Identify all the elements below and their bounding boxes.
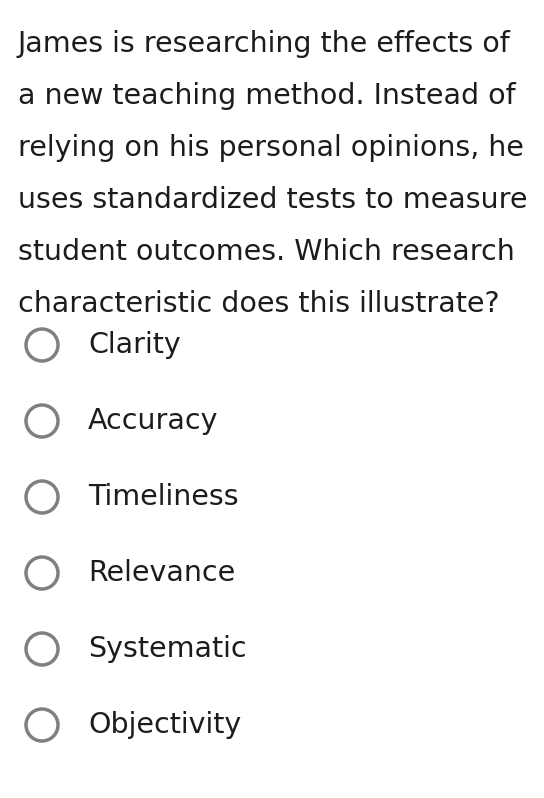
Text: a new teaching method. Instead of: a new teaching method. Instead of bbox=[18, 82, 516, 110]
Text: Accuracy: Accuracy bbox=[88, 407, 219, 435]
Text: James is researching the effects of: James is researching the effects of bbox=[18, 30, 511, 58]
Text: Relevance: Relevance bbox=[88, 559, 235, 587]
Text: relying on his personal opinions, he: relying on his personal opinions, he bbox=[18, 134, 524, 162]
Text: Timeliness: Timeliness bbox=[88, 483, 239, 511]
Text: Clarity: Clarity bbox=[88, 331, 181, 359]
Text: characteristic does this illustrate?: characteristic does this illustrate? bbox=[18, 290, 499, 318]
Text: uses standardized tests to measure: uses standardized tests to measure bbox=[18, 186, 528, 214]
Text: Objectivity: Objectivity bbox=[88, 711, 241, 739]
Text: student outcomes. Which research: student outcomes. Which research bbox=[18, 238, 515, 266]
Text: Systematic: Systematic bbox=[88, 635, 246, 663]
